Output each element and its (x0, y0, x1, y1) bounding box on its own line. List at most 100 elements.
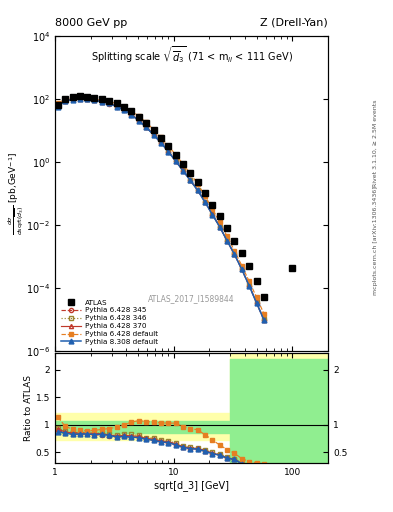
ATLAS (210, 201, 215, 207)
ATLAS (217, 213, 222, 219)
Pythia 6.428 370 (122, 106, 127, 113)
Text: ATLAS_2017_I1589844: ATLAS_2017_I1589844 (148, 294, 235, 303)
Pythia 6.428 346 (247, 282, 252, 288)
Pythia 6.428 345 (181, 167, 185, 174)
Pythia 6.428 345 (122, 106, 127, 113)
Pythia 6.428 default (203, 193, 208, 199)
Line: Pythia 6.428 345: Pythia 6.428 345 (56, 97, 266, 322)
Pythia 6.428 345 (85, 96, 90, 102)
Pythia 6.428 345 (144, 124, 149, 131)
Pythia 6.428 default (63, 96, 68, 102)
Pythia 6.428 345 (136, 118, 141, 124)
Pythia 6.428 370 (92, 97, 97, 103)
Pythia 6.428 345 (247, 283, 252, 289)
Pythia 6.428 345 (173, 158, 178, 164)
Pythia 8.308 default (232, 251, 237, 258)
Pythia 6.428 346 (114, 103, 119, 109)
ATLAS (261, 293, 266, 300)
Pythia 6.428 345 (114, 103, 119, 110)
Pythia 6.428 default (225, 233, 230, 240)
Pythia 6.428 370 (114, 103, 119, 110)
Text: mcplots.cern.ch [arXiv:1306.3436]: mcplots.cern.ch [arXiv:1306.3436] (373, 186, 378, 295)
Pythia 6.428 default (217, 219, 222, 225)
Pythia 6.428 370 (232, 251, 237, 258)
Pythia 6.428 default (166, 143, 171, 149)
Pythia 6.428 346 (122, 106, 127, 112)
Pythia 8.308 default (173, 158, 178, 164)
Pythia 6.428 345 (63, 98, 68, 104)
Text: Rivet 3.1.10, ≥ 2.5M events: Rivet 3.1.10, ≥ 2.5M events (373, 100, 378, 187)
ATLAS (290, 265, 295, 271)
Pythia 6.428 370 (254, 300, 259, 306)
Pythia 8.308 default (122, 106, 127, 113)
Pythia 6.428 default (247, 278, 252, 284)
ATLAS (188, 169, 193, 176)
Pythia 6.428 370 (166, 148, 171, 155)
Pythia 8.308 default (70, 96, 75, 102)
Pythia 6.428 345 (77, 96, 82, 102)
Pythia 8.308 default (114, 103, 119, 110)
Pythia 6.428 370 (107, 100, 112, 106)
ATLAS (173, 152, 178, 158)
ATLAS (107, 97, 112, 103)
Pythia 8.308 default (217, 224, 222, 230)
Pythia 6.428 370 (247, 283, 252, 289)
Pythia 6.428 default (151, 126, 156, 133)
Pythia 6.428 346 (232, 251, 237, 257)
Pythia 6.428 345 (100, 99, 105, 105)
Pythia 6.428 346 (181, 167, 185, 173)
Pythia 6.428 346 (261, 316, 266, 323)
ATLAS (77, 93, 82, 99)
ATLAS (122, 103, 127, 110)
Pythia 6.428 346 (77, 95, 82, 101)
Pythia 6.428 346 (107, 100, 112, 106)
Line: Pythia 6.428 370: Pythia 6.428 370 (56, 96, 266, 322)
Pythia 6.428 370 (85, 96, 90, 102)
Pythia 6.428 345 (188, 177, 193, 183)
Pythia 6.428 default (181, 161, 185, 167)
Y-axis label: $\frac{d\sigma}{d\mathrm{sqrt}(\overline{d_3})}$ [pb,GeV$^{-1}$]: $\frac{d\sigma}{d\mathrm{sqrt}(\overline… (6, 152, 25, 235)
Pythia 6.428 default (100, 97, 105, 103)
Pythia 6.428 default (114, 101, 119, 107)
Pythia 6.428 346 (151, 131, 156, 137)
ATLAS (70, 94, 75, 100)
Text: Splitting scale $\sqrt{\overline{d}_3}$ (71 < m$_{ll}$ < 111 GeV): Splitting scale $\sqrt{\overline{d}_3}$ … (91, 44, 292, 65)
Pythia 6.428 default (136, 113, 141, 119)
Pythia 6.428 346 (166, 148, 171, 154)
Line: ATLAS: ATLAS (55, 93, 296, 300)
Pythia 6.428 345 (261, 317, 266, 323)
Text: 8000 GeV pp: 8000 GeV pp (55, 18, 127, 28)
Pythia 6.428 345 (254, 300, 259, 306)
Pythia 6.428 346 (85, 96, 90, 102)
Pythia 6.428 default (261, 311, 266, 317)
Pythia 6.428 default (144, 119, 149, 125)
Pythia 6.428 345 (232, 251, 237, 258)
ATLAS (151, 127, 156, 133)
Pythia 6.428 default (188, 170, 193, 177)
Pythia 6.428 default (107, 98, 112, 104)
Pythia 8.308 default (254, 300, 259, 306)
Pythia 6.428 370 (195, 187, 200, 193)
ATLAS (225, 225, 230, 231)
Pythia 6.428 345 (217, 224, 222, 230)
Pythia 6.428 default (254, 294, 259, 301)
Pythia 6.428 346 (239, 266, 244, 272)
Pythia 6.428 346 (129, 111, 134, 117)
Pythia 6.428 370 (239, 266, 244, 272)
Pythia 6.428 default (122, 103, 127, 110)
Pythia 6.428 default (173, 152, 178, 158)
Pythia 6.428 346 (144, 123, 149, 130)
Pythia 6.428 370 (151, 132, 156, 138)
Pythia 8.308 default (195, 187, 200, 194)
Pythia 6.428 default (158, 134, 163, 140)
ATLAS (247, 263, 252, 269)
Pythia 6.428 346 (70, 96, 75, 102)
Pythia 6.428 345 (92, 97, 97, 103)
Line: Pythia 6.428 346: Pythia 6.428 346 (56, 96, 266, 322)
Pythia 6.428 370 (136, 117, 141, 123)
Pythia 6.428 default (239, 263, 244, 269)
ATLAS (254, 278, 259, 284)
Pythia 8.308 default (129, 112, 134, 118)
Pythia 6.428 370 (261, 316, 266, 323)
Pythia 6.428 default (70, 95, 75, 101)
